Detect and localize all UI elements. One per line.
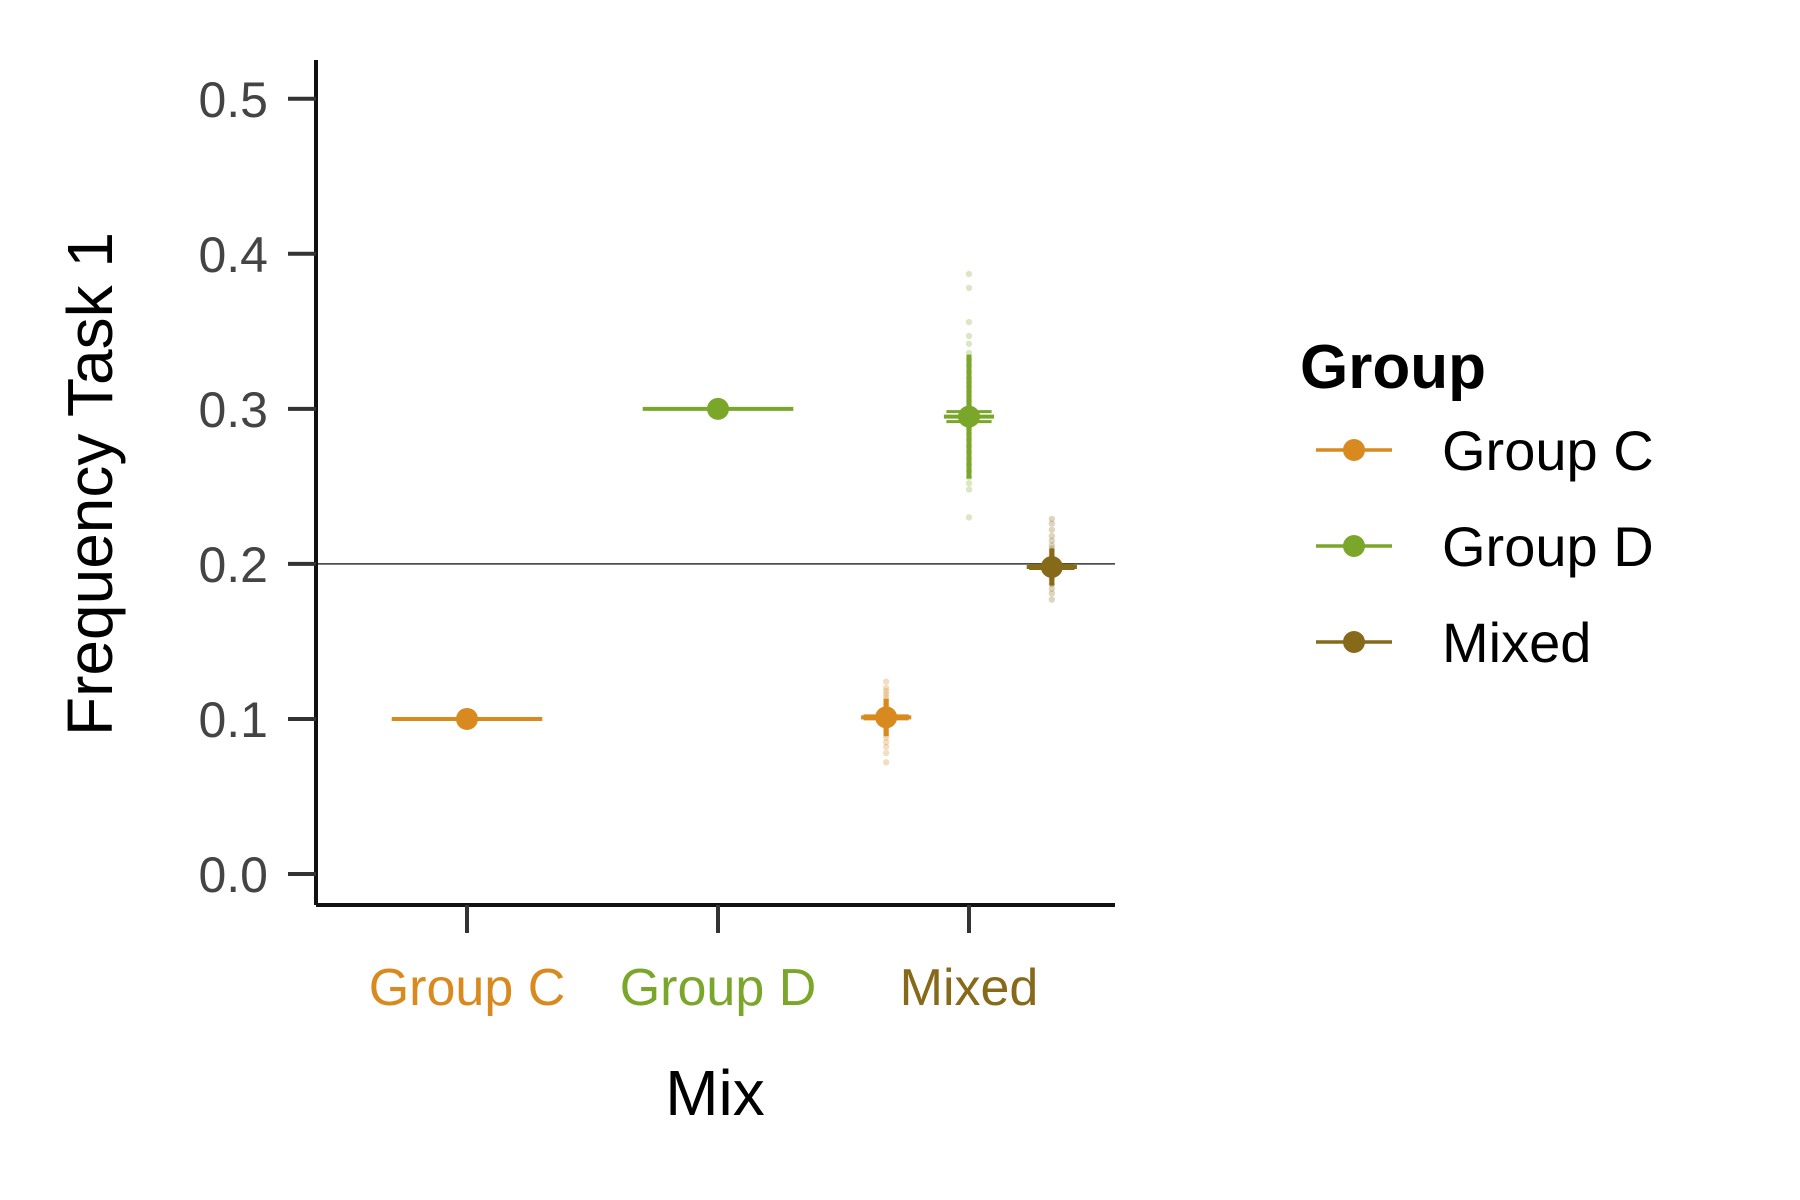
legend-label: Group C bbox=[1442, 419, 1654, 482]
legend-label: Group D bbox=[1442, 515, 1654, 578]
sample-point bbox=[965, 340, 973, 347]
y-axis: 0.0 0.1 0.2 0.3 0.4 0.5 bbox=[198, 60, 318, 905]
sample-point bbox=[1048, 585, 1056, 592]
mean-point bbox=[707, 397, 729, 420]
sample-point bbox=[882, 684, 890, 692]
sample-point bbox=[1048, 532, 1056, 540]
legend-label: Mixed bbox=[1442, 611, 1591, 674]
plot-area bbox=[316, 270, 1115, 766]
mean-point bbox=[1040, 556, 1063, 578]
sample-point bbox=[965, 270, 973, 278]
mean-point bbox=[875, 706, 898, 729]
y-tick-label: 0.1 bbox=[198, 692, 268, 748]
legend-key-point bbox=[1343, 439, 1365, 461]
legend: Group Group C Group D Mixed bbox=[1300, 333, 1654, 674]
sample-point bbox=[965, 318, 973, 326]
sample-point bbox=[1048, 537, 1056, 544]
mean-point bbox=[456, 707, 478, 730]
sample-point bbox=[1048, 542, 1056, 549]
sample-point bbox=[1048, 590, 1056, 597]
sample-point bbox=[965, 480, 973, 487]
legend-key-point bbox=[1343, 535, 1365, 557]
y-tick-label: 0.5 bbox=[198, 72, 268, 128]
y-tick-label: 0.0 bbox=[198, 847, 268, 903]
sample-point bbox=[965, 514, 973, 521]
x-tick-label: Group D bbox=[620, 959, 817, 1017]
sample-point bbox=[965, 486, 973, 493]
x-axis-title: Mix bbox=[665, 1057, 765, 1129]
sample-point bbox=[1048, 520, 1056, 527]
y-tick-label: 0.3 bbox=[198, 382, 268, 438]
sample-point bbox=[1048, 515, 1056, 523]
sample-point bbox=[882, 678, 890, 685]
sample-point bbox=[882, 739, 890, 746]
sample-point bbox=[882, 690, 890, 698]
legend-title: Group bbox=[1300, 333, 1486, 402]
sample-point bbox=[882, 759, 890, 766]
x-axis: Group C Group D Mixed bbox=[316, 903, 1115, 1017]
sample-point bbox=[965, 284, 973, 292]
y-tick-label: 0.4 bbox=[198, 227, 268, 283]
sample-point bbox=[1048, 596, 1056, 603]
sample-point bbox=[882, 687, 890, 695]
sample-point bbox=[882, 749, 890, 757]
sample-point bbox=[1048, 526, 1056, 533]
x-tick-label: Group C bbox=[369, 959, 566, 1017]
x-tick-label: Mixed bbox=[900, 959, 1039, 1017]
y-tick-label: 0.2 bbox=[198, 537, 268, 593]
legend-key-point bbox=[1343, 631, 1365, 653]
sample-point bbox=[882, 743, 890, 751]
mean-point bbox=[958, 405, 980, 428]
sample-point bbox=[965, 332, 973, 340]
y-axis-title: Frequency Task 1 bbox=[54, 232, 126, 736]
